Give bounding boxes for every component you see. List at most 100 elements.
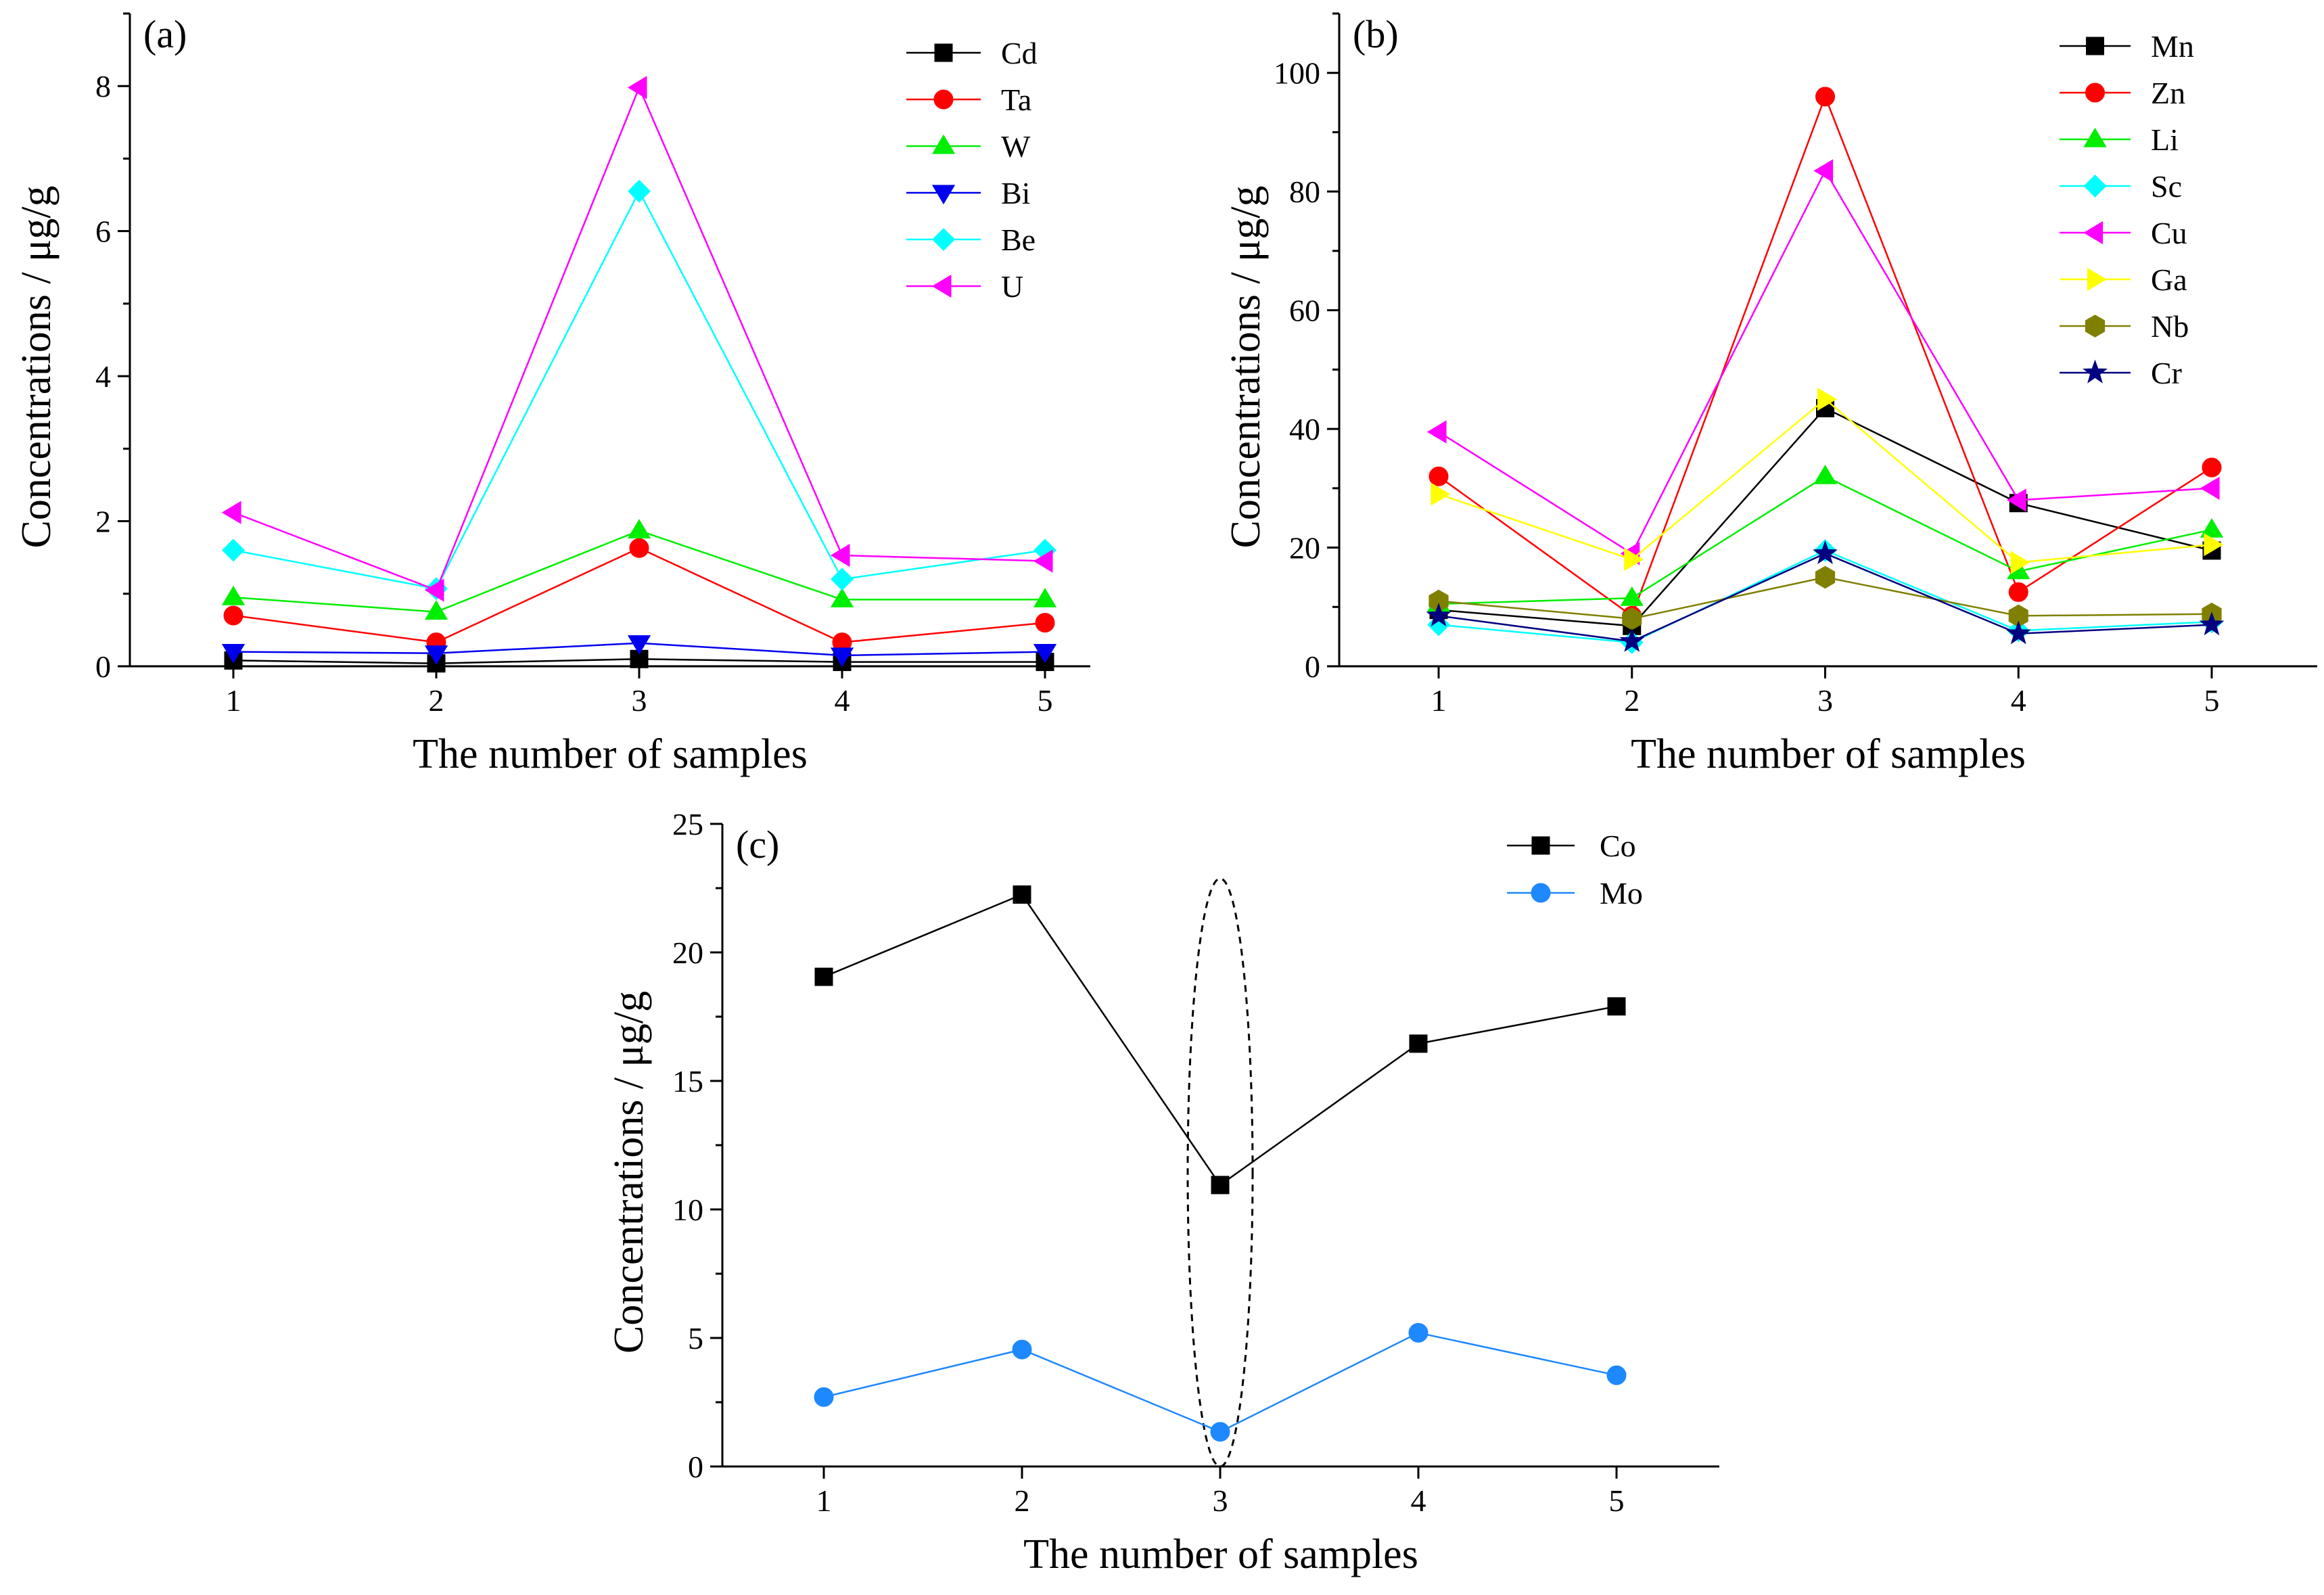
- y-tick-label: 40: [1289, 412, 1320, 446]
- data-point: [1210, 1422, 1230, 1442]
- legend-marker: [932, 228, 956, 252]
- legend-marker: [933, 89, 954, 110]
- legend-marker: [2086, 37, 2104, 55]
- legend-label: Zn: [2151, 76, 2185, 110]
- legend-label: Nb: [2151, 309, 2189, 344]
- x-tick-label: 1: [226, 683, 241, 718]
- x-tick-label: 4: [835, 683, 850, 718]
- y-tick-label: 25: [672, 807, 703, 841]
- series-nb: [1428, 565, 2222, 630]
- x-tick-label: 1: [1431, 683, 1447, 718]
- data-point: [2007, 488, 2026, 512]
- chart-panel-a: 1 2 3 4 5 0 2 4 6 8 The number of samples Concentra…: [14, 12, 1090, 777]
- legend-label: Cd: [1001, 36, 1038, 70]
- data-point: [1409, 1034, 1428, 1053]
- legend-label: Li: [2151, 122, 2179, 157]
- y-tick-label: 15: [672, 1064, 703, 1099]
- data-point: [1815, 565, 1836, 589]
- data-point: [1619, 628, 1645, 652]
- x-axis-title: The number of samples: [1023, 1531, 1418, 1577]
- legend-marker: [2083, 175, 2107, 198]
- x-tick-label: 3: [632, 683, 647, 718]
- data-point: [1620, 586, 1644, 606]
- series-mn: [1429, 398, 2221, 635]
- legend-label: U: [1001, 269, 1023, 304]
- series-u: [221, 76, 1053, 602]
- legend-label: Cu: [2151, 216, 2187, 250]
- y-tick-label: 8: [95, 69, 111, 103]
- data-point: [1431, 482, 1451, 506]
- data-point: [2008, 582, 2028, 602]
- data-point: [424, 578, 444, 602]
- x-tick-label: 5: [1609, 1483, 1625, 1518]
- data-point: [2199, 611, 2225, 636]
- series-cr: [1426, 540, 2225, 652]
- legend-marker: [2085, 83, 2105, 103]
- series-line: [823, 1332, 1617, 1433]
- legend-marker: [931, 274, 952, 298]
- series-w: [221, 519, 1057, 620]
- legend-label: Be: [1001, 223, 1036, 257]
- legend-marker: [934, 43, 953, 62]
- data-point: [1813, 540, 1838, 564]
- panel-label: (b): [1353, 12, 1399, 56]
- data-point: [424, 645, 448, 665]
- legend-marker: [931, 185, 956, 205]
- x-tick-label: 3: [1817, 683, 1833, 718]
- legend-item-ga: Ga: [2060, 262, 2187, 297]
- y-tick-label: 0: [688, 1450, 703, 1484]
- highlight-ellipse: [1186, 877, 1254, 1468]
- series-cd: [224, 649, 1054, 673]
- x-tick-label: 5: [1038, 683, 1053, 718]
- legend-marker: [2083, 221, 2104, 245]
- series-line: [1438, 407, 2212, 627]
- x-tick-label: 3: [1213, 1483, 1228, 1518]
- data-point: [627, 76, 647, 99]
- y-axis-title: Concentrations / μg/g: [606, 991, 652, 1354]
- data-point: [1013, 885, 1031, 904]
- legend-item-mn: Mn: [2060, 29, 2194, 64]
- series-cu: [1426, 159, 2220, 565]
- y-tick-label: 20: [1289, 531, 1320, 565]
- legend-item-u: U: [906, 269, 1023, 304]
- y-tick-label: 0: [1305, 649, 1320, 684]
- y-axis-title: Concentrations / μg/g: [1223, 185, 1269, 548]
- data-point: [1624, 547, 1644, 572]
- legend-item-cu: Cu: [2060, 216, 2187, 250]
- x-tick-label: 2: [429, 683, 444, 718]
- legend-marker: [931, 134, 956, 154]
- chart-panel-b: 1 2 3 4 5 0 20 40 60 80 100 The number of samples Co…: [1223, 12, 2317, 777]
- data-point: [2202, 457, 2222, 478]
- data-point: [831, 568, 854, 591]
- data-point: [814, 1387, 834, 1407]
- data-point: [1033, 588, 1057, 607]
- data-point: [2200, 518, 2224, 538]
- data-point: [1408, 1322, 1428, 1343]
- y-tick-label: 100: [1274, 56, 1320, 91]
- legend-item-ta: Ta: [906, 83, 1031, 117]
- legend-item-mo: Mo: [1507, 876, 1643, 910]
- y-tick-label: 10: [672, 1193, 703, 1227]
- x-axis-title: The number of samples: [1631, 731, 2026, 777]
- legend-marker: [2085, 315, 2106, 338]
- series-mo: [814, 1322, 1627, 1442]
- legend-label: Mo: [1600, 876, 1643, 910]
- x-tick-label: 4: [1411, 1483, 1426, 1518]
- series-li: [1426, 465, 2224, 612]
- data-point: [2200, 476, 2220, 500]
- legend-label: Ta: [1001, 83, 1031, 117]
- y-tick-label: 60: [1289, 294, 1320, 328]
- series-bi: [221, 635, 1057, 668]
- legend-item-zn: Zn: [2060, 76, 2185, 110]
- data-point: [830, 543, 850, 568]
- y-tick-label: 80: [1289, 175, 1320, 209]
- legend-item-nb: Nb: [2060, 309, 2189, 344]
- legend-label: Sc: [2151, 169, 2182, 204]
- data-point: [222, 538, 246, 562]
- legend-label: W: [1001, 129, 1031, 164]
- legend-item-bi: Bi: [906, 176, 1030, 210]
- data-point: [221, 585, 246, 605]
- series-line: [823, 893, 1617, 1186]
- series-co: [814, 885, 1626, 1195]
- series-line: [233, 85, 1046, 592]
